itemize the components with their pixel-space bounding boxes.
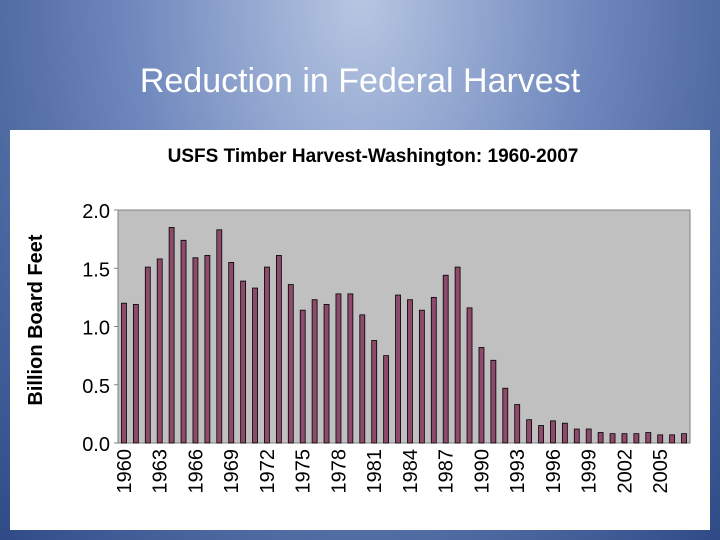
bar-1983 bbox=[395, 294, 401, 444]
chart-panel: USFS Timber Harvest-Washington: 1960-200… bbox=[10, 130, 710, 530]
x-tick-label: 1993 bbox=[507, 449, 529, 494]
bar-2007 bbox=[681, 433, 687, 444]
x-tick-label: 1990 bbox=[471, 449, 493, 494]
y-axis-label: Billion Board Feet bbox=[25, 234, 47, 405]
bar-1979 bbox=[347, 293, 354, 444]
x-tick-label: 1969 bbox=[221, 449, 243, 494]
x-tick-label: 1996 bbox=[543, 449, 565, 494]
bar-1960 bbox=[121, 302, 127, 444]
bar-1966 bbox=[192, 257, 199, 444]
chart-title: USFS Timber Harvest-Washington: 1960-200… bbox=[168, 146, 579, 167]
bar-1995 bbox=[538, 425, 544, 444]
bar-2002 bbox=[621, 433, 628, 444]
bar-2000 bbox=[597, 432, 604, 444]
bar-1987 bbox=[442, 274, 449, 444]
y-tick-label: 1.0 bbox=[82, 318, 110, 340]
y-tick-label: 1.5 bbox=[82, 259, 110, 281]
bar-1985 bbox=[418, 309, 425, 444]
x-tick-label: 1963 bbox=[150, 449, 172, 494]
plot-area bbox=[117, 209, 691, 444]
bar-1962 bbox=[144, 266, 151, 444]
x-tick-label: 1984 bbox=[400, 449, 422, 494]
bar-1990 bbox=[478, 347, 485, 444]
bar-1981 bbox=[371, 340, 378, 444]
y-tick-label: 2.0 bbox=[82, 201, 110, 223]
bar-2001 bbox=[609, 433, 616, 444]
bar-1991 bbox=[490, 359, 497, 444]
bar-1964 bbox=[168, 227, 175, 444]
bar-1993 bbox=[514, 404, 521, 444]
x-tick-label: 1972 bbox=[257, 449, 279, 494]
x-tick-label: 1981 bbox=[364, 449, 386, 494]
timber-harvest-chart: USFS Timber Harvest-Washington: 1960-200… bbox=[25, 146, 691, 494]
bar-2006 bbox=[669, 434, 676, 444]
bar-2005 bbox=[657, 434, 664, 444]
bar-1974 bbox=[287, 284, 294, 444]
bar-1969 bbox=[228, 262, 235, 444]
bar-1984 bbox=[407, 299, 413, 444]
bar-1980 bbox=[359, 314, 366, 444]
bar-1961 bbox=[132, 303, 139, 444]
bar-1970 bbox=[240, 280, 247, 444]
bar-1972 bbox=[264, 266, 270, 444]
bar-1968 bbox=[216, 229, 223, 444]
x-tick-label: 2005 bbox=[650, 449, 672, 494]
bar-1988 bbox=[454, 266, 461, 444]
bar-2003 bbox=[633, 433, 640, 444]
bar-1998 bbox=[573, 428, 580, 444]
x-tick-label: 1975 bbox=[293, 449, 315, 494]
y-tick-label: 0.5 bbox=[82, 376, 110, 398]
bar-1963 bbox=[156, 258, 163, 444]
bar-1977 bbox=[323, 303, 330, 444]
bar-2004 bbox=[645, 432, 652, 444]
bar-1999 bbox=[585, 428, 592, 444]
x-tick-label: 1999 bbox=[579, 449, 601, 494]
bar-1971 bbox=[252, 287, 258, 444]
bar-1994 bbox=[526, 419, 533, 444]
bar-1967 bbox=[204, 255, 211, 444]
y-tick-label: 0.0 bbox=[82, 434, 110, 456]
bar-1982 bbox=[383, 355, 390, 444]
x-tick-label: 1978 bbox=[328, 449, 350, 494]
bar-1992 bbox=[502, 387, 509, 444]
x-tick-label: 1960 bbox=[114, 449, 136, 494]
bar-1997 bbox=[561, 422, 568, 444]
bar-1996 bbox=[550, 420, 556, 444]
bar-1975 bbox=[299, 309, 306, 444]
x-tick-label: 2002 bbox=[614, 449, 636, 494]
bar-1965 bbox=[180, 239, 187, 444]
bar-1976 bbox=[311, 299, 318, 444]
bar-1973 bbox=[275, 255, 282, 444]
x-tick-label: 1966 bbox=[185, 449, 207, 494]
slide-title: Reduction in Federal Harvest bbox=[139, 62, 581, 100]
bar-1978 bbox=[335, 293, 342, 444]
bar-1989 bbox=[466, 307, 473, 444]
bar-1986 bbox=[430, 296, 437, 444]
x-tick-label: 1987 bbox=[436, 449, 458, 494]
